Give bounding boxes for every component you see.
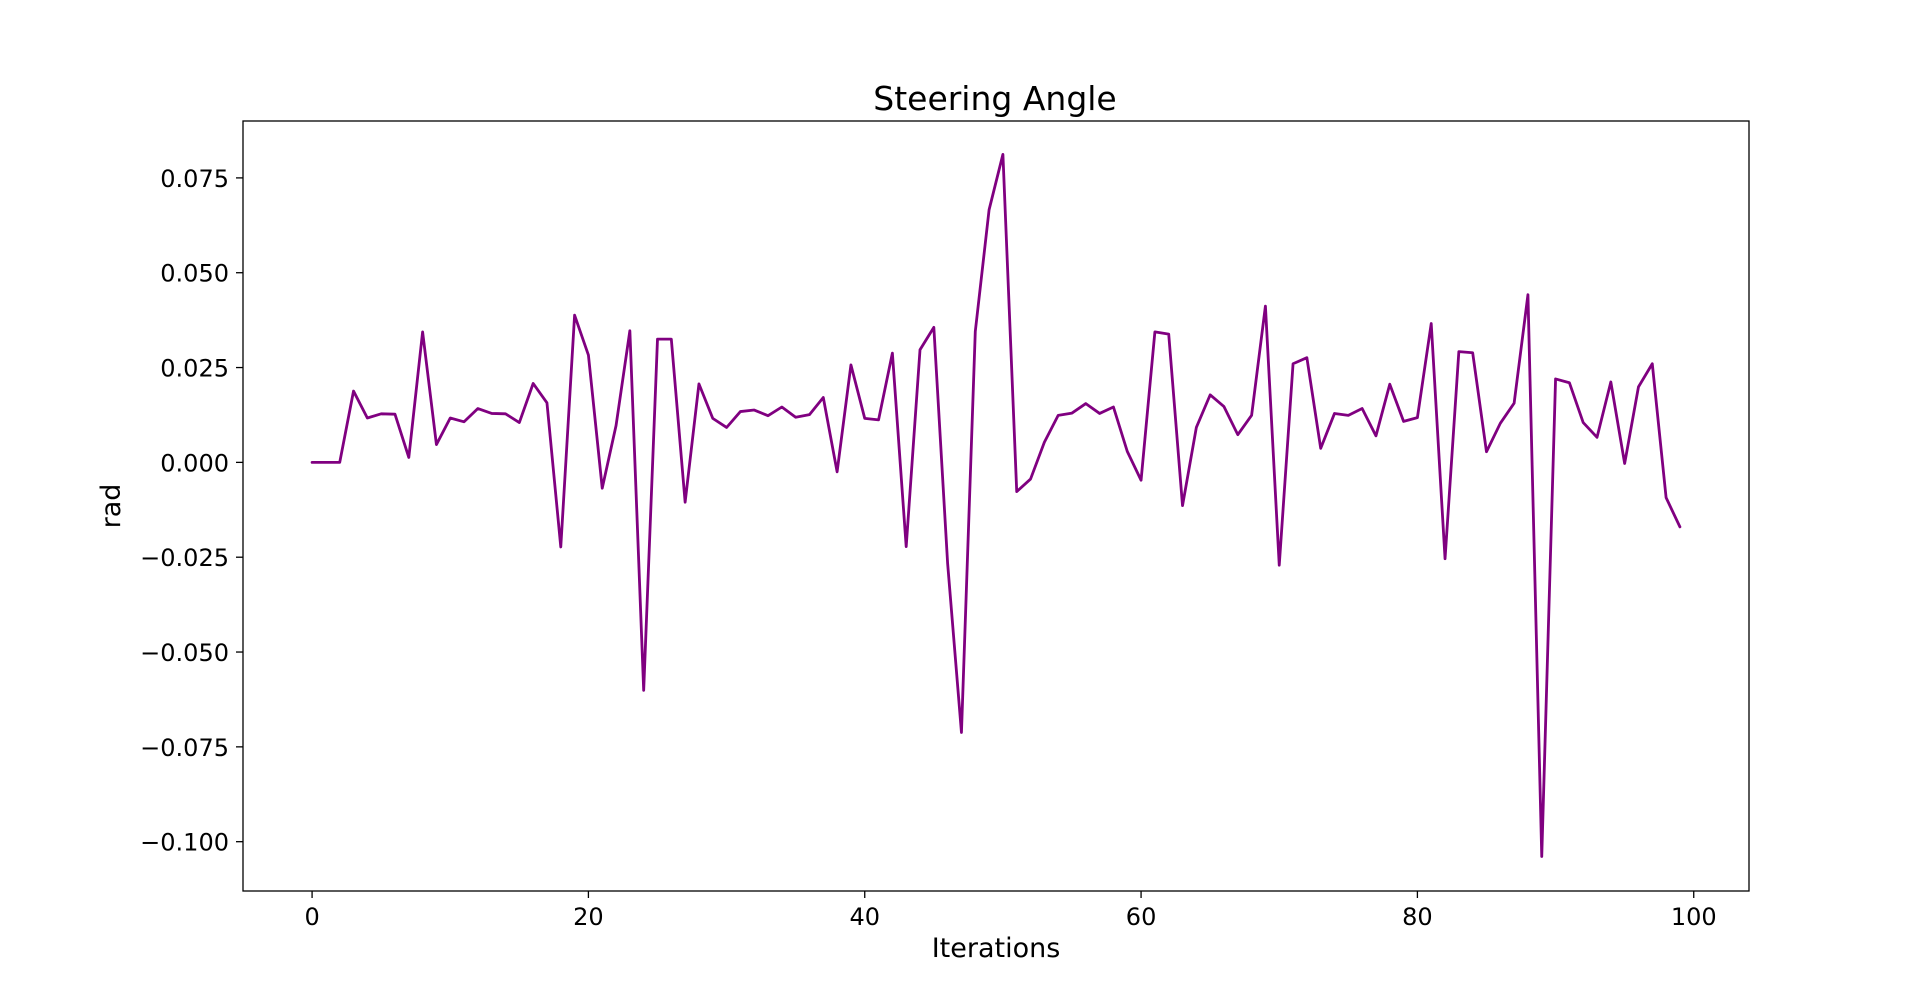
x-tick-label: 20 [573, 903, 604, 931]
plot-area-frame [242, 120, 1750, 892]
y-axis: 0.075 0.050 0.025 0.000 −0.025 −0.050 −0.075 −0… [140, 165, 243, 857]
x-axis-label: Iterations [932, 933, 1061, 964]
y-tick-label: −0.100 [140, 829, 229, 857]
x-tick-label: 60 [1126, 903, 1157, 931]
y-tick-label: −0.075 [140, 734, 229, 762]
steering-angle-series-line [310, 152, 1682, 858]
y-axis-label: rad [96, 484, 127, 529]
x-tick-label: 100 [1671, 903, 1717, 931]
x-tick-label: 0 [304, 903, 319, 931]
x-tick-label: 40 [849, 903, 880, 931]
y-tick-label: −0.025 [140, 544, 229, 572]
y-tick-label: 0.000 [160, 449, 229, 477]
y-tick-label: 0.050 [160, 260, 229, 288]
y-tick-label: 0.025 [160, 355, 229, 383]
y-tick-label: 0.075 [160, 165, 229, 193]
x-tick-label: 80 [1402, 903, 1433, 931]
x-axis: 0 20 40 60 80 100 [304, 891, 1717, 931]
chart-title: Steering Angle [873, 79, 1117, 118]
y-tick-label: −0.050 [140, 639, 229, 667]
